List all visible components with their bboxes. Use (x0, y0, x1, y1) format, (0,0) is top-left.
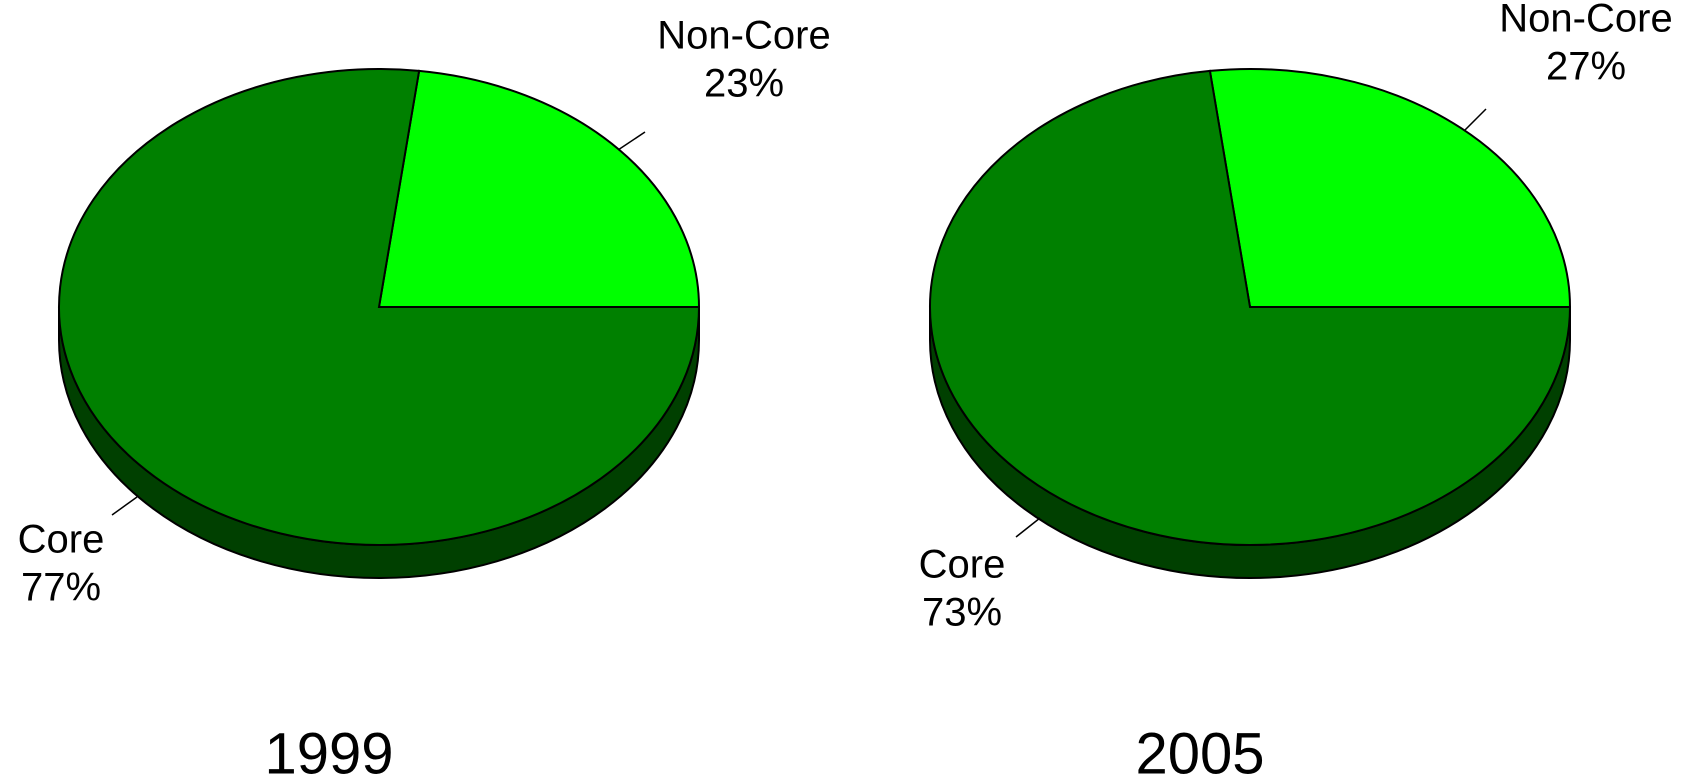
leader-line (1015, 517, 1041, 538)
chart-title: 2005 (1135, 721, 1264, 783)
slice-value-label: 23% (704, 62, 784, 106)
leader-line (1463, 108, 1487, 132)
pie-slice (58, 68, 701, 546)
leader-line (111, 496, 138, 516)
slice-label: Core (919, 543, 1006, 587)
leader-line (617, 131, 646, 151)
slice-label: Core (18, 518, 105, 562)
pie-slice (929, 69, 1572, 546)
slice-value-label: 27% (1546, 45, 1626, 89)
chart-title: 1999 (264, 721, 393, 783)
slice-label: Non-Core (657, 14, 830, 58)
slice-label: Non-Core (1499, 0, 1672, 41)
pie-slice (377, 69, 701, 308)
slice-value-label: 77% (21, 566, 101, 610)
slice-value-label: 73% (922, 591, 1002, 635)
pie-slice (1208, 68, 1572, 308)
